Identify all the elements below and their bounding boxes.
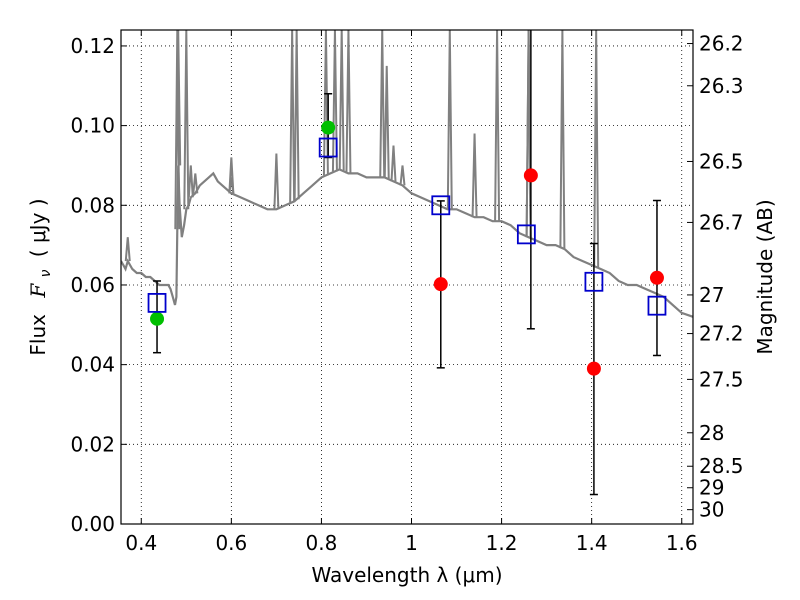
emission-line-spike bbox=[525, 30, 532, 238]
right-tick-label: 27 bbox=[699, 283, 724, 307]
data-point-square bbox=[431, 195, 451, 216]
right-tick-label: 29 bbox=[699, 476, 724, 500]
x-tick-label: 1.6 bbox=[666, 531, 698, 555]
data-point-circle bbox=[523, 168, 538, 183]
right-tick-label: 28.5 bbox=[699, 454, 744, 478]
y-tick-label: 0.06 bbox=[70, 273, 115, 297]
right-tick-label: 27.5 bbox=[699, 367, 744, 391]
emission-line-spike bbox=[338, 30, 345, 171]
data-point-circle bbox=[321, 120, 336, 135]
y-axis-label: Flux F ν ( μJy ) bbox=[26, 198, 55, 355]
emission-line-spike bbox=[273, 153, 280, 210]
x-tick-label: 1.4 bbox=[576, 531, 608, 555]
y-axis-label-unit: ( μJy ) bbox=[26, 198, 50, 257]
emission-line-spike bbox=[192, 173, 199, 194]
data-point-square bbox=[584, 271, 604, 292]
data-point-circle bbox=[433, 277, 448, 292]
y-axis-label-subscript: ν bbox=[38, 269, 54, 277]
x-tick-label: 1.2 bbox=[486, 531, 518, 555]
right-tick-label: 27.2 bbox=[699, 322, 744, 346]
emission-line-spike bbox=[293, 30, 300, 200]
data-point-circle bbox=[649, 270, 664, 285]
right-tick-label: 28 bbox=[699, 421, 724, 445]
emission-line-spike bbox=[399, 165, 406, 186]
plot-frame bbox=[120, 29, 694, 525]
x-tick-label: 0.4 bbox=[125, 531, 157, 555]
emission-line-spike bbox=[187, 165, 194, 198]
y-tick-label: 0.08 bbox=[70, 193, 115, 217]
y-tick-label: 0.10 bbox=[70, 114, 115, 138]
emission-line-spike bbox=[175, 30, 182, 166]
right-tick-label: 26.3 bbox=[699, 74, 744, 98]
emission-line-spike bbox=[289, 30, 296, 203]
y-tick-label: 0.00 bbox=[70, 512, 115, 536]
emission-line-spike bbox=[390, 145, 397, 182]
data-point-square bbox=[647, 295, 667, 316]
data-point-square bbox=[516, 224, 536, 245]
y-tick-label: 0.02 bbox=[70, 432, 115, 456]
right-tick-label: 30 bbox=[699, 498, 724, 522]
data-markers bbox=[147, 120, 667, 376]
x-tick-label: 1 bbox=[405, 531, 418, 555]
emission-line-spike bbox=[124, 237, 131, 262]
y-axis-label-prefix: Flux bbox=[26, 314, 50, 356]
y-tick-label: 0.12 bbox=[70, 34, 115, 58]
emission-line-spike bbox=[494, 30, 501, 222]
emission-line-spike bbox=[559, 30, 566, 249]
emission-line-spike bbox=[379, 30, 386, 178]
x-axis: 0.4 0.6 0.8 1 1.2 1.4 1.6 bbox=[125, 30, 698, 555]
emission-line-spike bbox=[383, 65, 390, 179]
emission-line-spike bbox=[228, 157, 235, 194]
y-axis-label-symbol: F bbox=[26, 283, 50, 299]
data-point-square bbox=[318, 137, 338, 158]
x-axis-label: Wavelength λ (μm) bbox=[311, 563, 502, 587]
emission-line-spike bbox=[446, 30, 453, 210]
x-tick-label: 0.6 bbox=[215, 531, 247, 555]
right-tick-label: 26.7 bbox=[699, 210, 744, 234]
emission-line-spike bbox=[183, 30, 190, 210]
sed-continuum-line bbox=[121, 165, 693, 318]
right-axis-label: Magnitude (AB) bbox=[753, 199, 777, 354]
emission-line-spike bbox=[593, 30, 600, 268]
data-point-circle bbox=[150, 311, 165, 326]
data-point-circle bbox=[586, 361, 601, 376]
emission-line-spike bbox=[471, 133, 478, 218]
x-tick-label: 0.8 bbox=[306, 531, 338, 555]
emission-line-spike bbox=[345, 30, 352, 174]
right-tick-label: 26.2 bbox=[699, 32, 744, 56]
right-tick-label: 26.5 bbox=[699, 149, 744, 173]
y-axis-left: 0.00 0.02 0.04 0.06 0.08 0.10 0.12 bbox=[70, 34, 127, 536]
y-tick-label: 0.04 bbox=[70, 353, 115, 377]
data-point-square bbox=[147, 292, 167, 313]
